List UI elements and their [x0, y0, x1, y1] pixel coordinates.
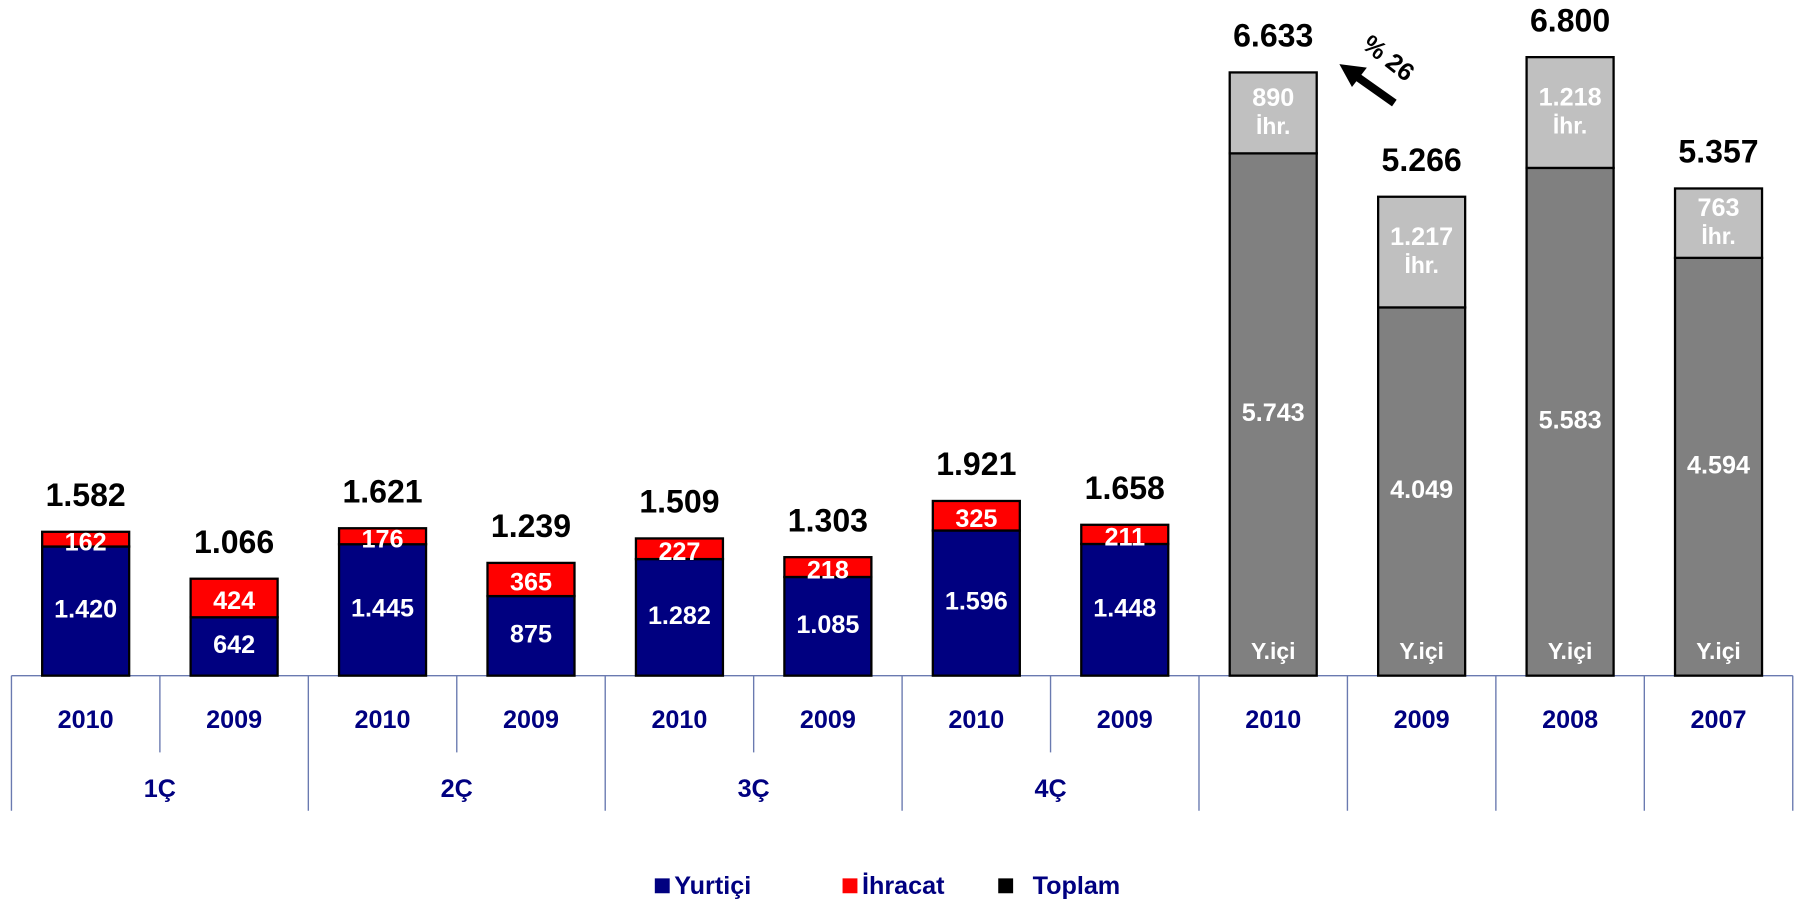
legend-swatch	[998, 878, 1014, 894]
export-value-label: 365	[510, 569, 552, 597]
total-label: 1.921	[936, 446, 1016, 482]
x-tick-label: 2008	[1542, 706, 1598, 734]
bar-segment-domestic	[783, 575, 873, 677]
domestic-value-label: 1.420	[54, 596, 117, 624]
total-label: 5.357	[1678, 134, 1758, 170]
export-value-label: 218	[807, 556, 849, 584]
x-tick-label: 2009	[503, 706, 559, 734]
domestic-value-label: 875	[510, 621, 552, 649]
bar-segment-domestic	[1673, 256, 1764, 677]
export-value-label: 162	[65, 528, 107, 556]
bar-segment-domestic	[1080, 542, 1170, 677]
legend-label: Toplam	[1033, 872, 1121, 900]
bar-segment-export	[1228, 71, 1318, 155]
x-tick-label: 2010	[1245, 706, 1301, 734]
group-label: 2Ç	[441, 775, 473, 803]
domestic-value-label: 1.282	[648, 602, 711, 630]
group-label: 1Ç	[144, 775, 176, 803]
export-value-label: 763	[1698, 194, 1740, 222]
export-short-label: İhr.	[1553, 112, 1587, 138]
total-label: 1.239	[491, 508, 571, 544]
bar-segment-export	[1525, 56, 1615, 170]
domestic-value-label: 1.596	[945, 588, 1008, 616]
legend-swatch	[654, 878, 670, 894]
group-label: 3Ç	[738, 775, 770, 803]
total-label: 1.066	[194, 524, 274, 560]
domestic-short-label: Y.içi	[1399, 638, 1444, 664]
export-value-label: 1.217	[1390, 223, 1453, 251]
legend-label: Yurtiçi	[674, 872, 751, 900]
x-tick-label: 2010	[948, 706, 1004, 734]
bar-segment-export	[1377, 195, 1467, 309]
total-label: 1.303	[788, 502, 868, 538]
domestic-value-label: 1.445	[351, 595, 414, 623]
bar-segment-export	[931, 499, 1021, 532]
bar-segment-export	[1673, 187, 1764, 260]
export-value-label: 227	[658, 538, 700, 566]
export-value-label: 211	[1104, 524, 1145, 552]
total-label: 1.582	[46, 477, 126, 513]
x-tick-label: 2007	[1691, 706, 1747, 734]
bar-segment-domestic	[634, 557, 725, 677]
bar-segment-export	[41, 530, 131, 548]
export-short-label: İhr.	[1256, 113, 1290, 139]
domestic-value-label: 1.448	[1093, 594, 1156, 622]
bar-segment-export	[337, 527, 428, 546]
legend-swatch	[842, 878, 858, 894]
x-tick-label: 2009	[1394, 706, 1450, 734]
total-label: 1.621	[342, 473, 422, 509]
bar-segment-export	[783, 556, 873, 579]
growth-arrow	[1353, 72, 1397, 107]
export-value-label: 325	[955, 505, 997, 533]
domestic-value-label: 5.743	[1242, 399, 1305, 427]
export-short-label: İhr.	[1701, 223, 1735, 249]
domestic-short-label: Y.içi	[1251, 638, 1296, 664]
export-short-label: İhr.	[1404, 252, 1438, 278]
x-tick-label: 2009	[1097, 706, 1153, 734]
bar-segment-domestic	[1525, 166, 1615, 677]
group-label: 4Ç	[1034, 775, 1066, 803]
domestic-value-label: 4.594	[1687, 451, 1750, 479]
bar-segment-export	[486, 561, 576, 598]
growth-arrow-head	[1339, 64, 1367, 88]
legend-label: İhracat	[862, 872, 945, 900]
total-label: 6.800	[1530, 2, 1610, 38]
total-label: 6.633	[1233, 18, 1313, 54]
bar-segment-domestic	[931, 529, 1021, 677]
domestic-value-label: 642	[213, 631, 255, 659]
x-tick-label: 2009	[800, 706, 856, 734]
bar-segment-domestic	[1377, 306, 1467, 677]
x-tick-label: 2010	[355, 706, 411, 734]
x-tick-label: 2010	[651, 706, 707, 734]
bar-segment-export	[1080, 523, 1170, 546]
export-value-label: 424	[213, 587, 255, 615]
domestic-value-label: 4.049	[1390, 476, 1453, 504]
export-value-label: 176	[362, 525, 404, 553]
bar-segment-export	[634, 537, 725, 561]
domestic-value-label: 5.583	[1539, 406, 1602, 434]
export-value-label: 1.218	[1539, 83, 1602, 111]
total-label: 1.509	[639, 484, 719, 520]
bar-segment-domestic	[189, 616, 279, 677]
total-label: 5.266	[1382, 142, 1462, 178]
export-value-label: 890	[1252, 84, 1294, 112]
x-tick-label: 2010	[58, 706, 114, 734]
domestic-value-label: 1.085	[796, 611, 859, 639]
domestic-short-label: Y.içi	[1548, 638, 1593, 664]
x-tick-label: 2009	[206, 706, 262, 734]
domestic-short-label: Y.içi	[1696, 638, 1741, 664]
bar-segment-domestic	[1228, 152, 1318, 677]
total-label: 1.658	[1085, 470, 1165, 506]
bar-segment-export	[189, 577, 279, 619]
